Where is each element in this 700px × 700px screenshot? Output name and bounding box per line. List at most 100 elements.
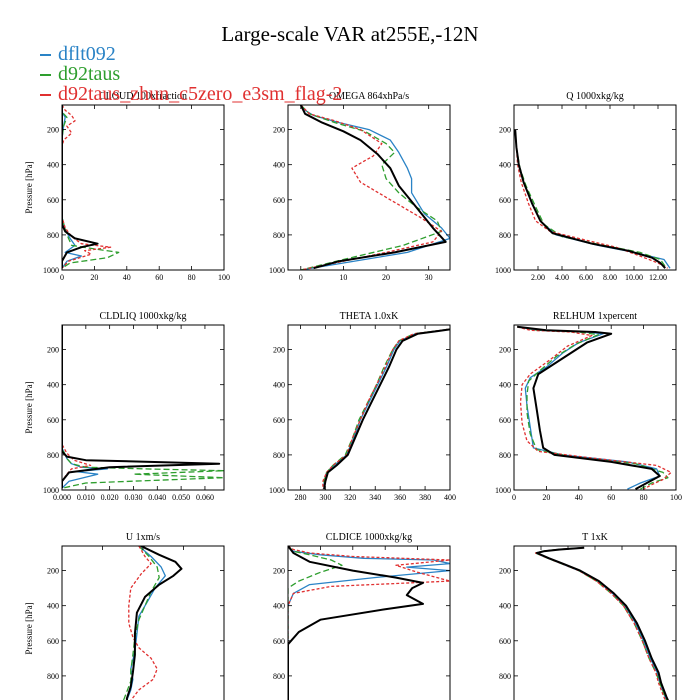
series-line xyxy=(514,129,667,269)
y-tick-label: 800 xyxy=(499,231,511,240)
x-tick-label: 10.00 xyxy=(625,273,643,282)
y-tick-label: 1000 xyxy=(269,266,285,275)
x-tick-label: 80 xyxy=(188,273,196,282)
series-line xyxy=(62,325,221,489)
y-tick-label: 1000 xyxy=(43,266,59,275)
x-tick-label: 8.00 xyxy=(603,273,617,282)
series-line xyxy=(122,546,160,700)
series-line xyxy=(288,546,424,700)
series-line xyxy=(300,105,443,270)
x-tick-label: 20 xyxy=(382,273,390,282)
series-line xyxy=(514,129,668,269)
legend-swatch xyxy=(40,74,51,76)
x-tick-label: 0.010 xyxy=(77,493,95,502)
y-tick-label: 600 xyxy=(273,416,285,425)
x-tick-label: 60 xyxy=(607,493,615,502)
x-tick-label: 40 xyxy=(123,273,131,282)
x-tick-label: 100 xyxy=(670,493,682,502)
y-tick-label: 200 xyxy=(47,126,59,135)
y-tick-label: 200 xyxy=(273,346,285,355)
x-tick-label: 100 xyxy=(218,273,230,282)
y-tick-label: 800 xyxy=(499,672,511,681)
series-line xyxy=(323,328,448,490)
x-tick-label: 20 xyxy=(542,493,550,502)
series-line xyxy=(323,328,448,490)
x-tick-label: 320 xyxy=(344,493,356,502)
y-tick-label: 400 xyxy=(47,602,59,611)
x-tick-label: 0.050 xyxy=(172,493,190,502)
panel-title: U 1xm/s xyxy=(126,532,160,543)
series-line xyxy=(534,547,668,700)
x-tick-label: 380 xyxy=(419,493,431,502)
x-tick-label: 0.030 xyxy=(124,493,142,502)
y-tick-label: 1000 xyxy=(269,486,285,495)
y-tick-label: 800 xyxy=(273,672,285,681)
x-tick-label: 20 xyxy=(90,273,98,282)
y-tick-label: 200 xyxy=(499,346,511,355)
y-tick-label: 800 xyxy=(47,231,59,240)
y-tick-label: 600 xyxy=(499,637,511,646)
y-tick-label: 600 xyxy=(47,416,59,425)
y-axis-label: Pressure [hPa] xyxy=(24,161,34,213)
y-tick-label: 400 xyxy=(273,381,285,390)
y-tick-label: 200 xyxy=(499,126,511,135)
x-tick-label: 60 xyxy=(155,273,163,282)
x-tick-label: 300 xyxy=(319,493,331,502)
series-line xyxy=(514,129,666,269)
series-line xyxy=(517,326,669,490)
plot-frame xyxy=(287,104,451,271)
panel-title: T 1xK xyxy=(582,532,608,543)
y-tick-label: 400 xyxy=(273,161,285,170)
y-tick-label: 600 xyxy=(47,637,59,646)
panel-title: CLOUD 100xfraction xyxy=(99,91,187,102)
x-tick-label: 0 xyxy=(512,493,516,502)
series-line xyxy=(299,105,447,270)
x-tick-label: 0 xyxy=(60,273,64,282)
legend-label: dflt092 xyxy=(58,43,116,65)
panel-title: THETA 1.0xK xyxy=(340,311,399,322)
x-tick-label: 400 xyxy=(444,493,456,502)
series-line xyxy=(323,328,450,490)
series-line xyxy=(288,546,450,700)
y-axis-label: Pressure [hPa] xyxy=(24,381,34,433)
y-tick-label: 600 xyxy=(499,196,511,205)
series-line xyxy=(536,546,669,700)
series-line xyxy=(300,105,443,270)
plot-frame xyxy=(287,324,451,491)
y-tick-label: 800 xyxy=(273,231,285,240)
x-tick-label: 80 xyxy=(640,493,648,502)
plot-frame xyxy=(513,324,677,491)
series-line xyxy=(128,546,158,700)
series-line xyxy=(517,326,661,490)
y-tick-label: 1000 xyxy=(495,486,511,495)
y-tick-label: 400 xyxy=(47,161,59,170)
x-tick-label: 12.00 xyxy=(649,273,667,282)
x-tick-label: 0.060 xyxy=(196,493,214,502)
plot-frame xyxy=(61,104,225,271)
panel-title: RELHUM 1xpercent xyxy=(553,311,637,322)
panel-title: CLDLIQ 1000xkg/kg xyxy=(100,311,187,322)
y-tick-label: 200 xyxy=(47,567,59,576)
series-line xyxy=(288,546,343,700)
y-tick-label: 200 xyxy=(47,346,59,355)
y-tick-label: 800 xyxy=(47,672,59,681)
legend-swatch xyxy=(40,54,51,56)
y-tick-label: 600 xyxy=(499,416,511,425)
y-tick-label: 400 xyxy=(499,161,511,170)
y-tick-label: 800 xyxy=(273,451,285,460)
x-tick-label: 0.000 xyxy=(53,493,71,502)
series-line xyxy=(514,129,671,269)
y-tick-label: 400 xyxy=(47,381,59,390)
panel-title: CLDICE 1000xkg/kg xyxy=(326,532,412,543)
legend-swatch xyxy=(40,94,51,96)
x-tick-label: 360 xyxy=(394,493,406,502)
x-tick-label: 0 xyxy=(299,273,303,282)
y-tick-label: 400 xyxy=(499,602,511,611)
x-tick-label: 280 xyxy=(294,493,306,502)
series-line xyxy=(62,325,92,489)
x-tick-label: 0.020 xyxy=(101,493,119,502)
series-line xyxy=(62,105,120,269)
panel-title: OMEGA 864xhPa/s xyxy=(329,91,409,102)
y-tick-label: 400 xyxy=(273,602,285,611)
